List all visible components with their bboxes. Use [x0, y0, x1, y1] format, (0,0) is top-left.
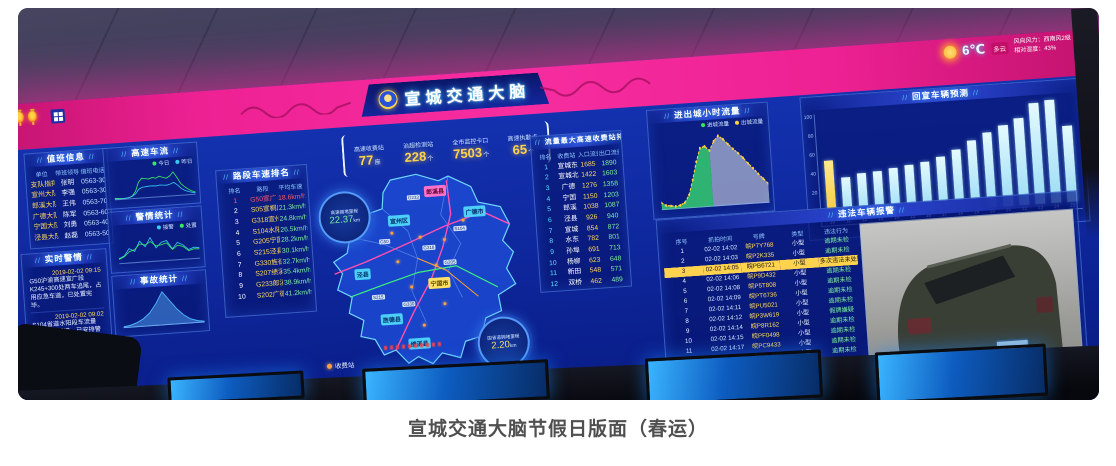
- panel-live-alerts: 实时警情 2019-02-02 09:15G50沪渝高速宣广段K245+300处…: [20, 248, 115, 370]
- weather-condition: 多云: [990, 41, 1009, 55]
- map-region-label: 郎溪县: [423, 184, 447, 197]
- police-stat-chart: [118, 236, 200, 260]
- alert-item: 2019-02-02 09:15 G50沪渝高速宣广段K245+300处两车追尾，…: [27, 264, 105, 314]
- map-road-label: G318: [422, 245, 436, 251]
- title-lozenge: 宣城交通大脑: [359, 72, 549, 117]
- kpi-stat: 全市监控卡口 7503个: [452, 137, 490, 162]
- cloud-scroll-deco: [539, 77, 651, 97]
- duty-table: 单位 带班领导 值班电话 支队指挥中心 张明 0563-3023110 宣州大队 李强 0563…: [25, 162, 112, 249]
- kpi-stat: 治超检测站 228个: [402, 141, 434, 165]
- toll-rank-table: 排名 收费站 入口流量 出口流量 1 宣城东 1685 1890 2 宣城北 1422 1603 3 广德…: [531, 144, 631, 292]
- violation-vehicle-photo: [858, 208, 1087, 400]
- map-road-label: G205: [443, 259, 457, 266]
- vehicle-illustration: [882, 243, 1074, 397]
- alert-list: 2019-02-02 09:15 G50沪渝高速宣广段K245+300处两车追尾，…: [26, 264, 114, 369]
- violation-table: 序号 抓拍时间 号牌 类型 违法行为 1 02-02 14:02 皖P7Y768 小型 逾期未检 2…: [662, 224, 868, 400]
- weather-details: 风向风力：西南风2级 相对湿度：43%: [1014, 36, 1072, 55]
- police-badge-icon: [378, 89, 398, 109]
- lantern-icon: [27, 110, 38, 123]
- map-region-label: 广德市: [463, 205, 486, 218]
- control-room-photo: 宣城交通大脑 6℃ 多云 风向风力：西南风2级 相对湿度：43%: [18, 8, 1099, 400]
- panel-speed-rank: 路段车速排名 排名路段平均车速1G50宣广段18.6km/h2S05宣桐段21.…: [215, 163, 318, 318]
- kpi-stat: 高速收费站 77座: [353, 144, 385, 168]
- menu-grid-icon[interactable]: [50, 108, 66, 124]
- dashboard-header: 宣城交通大脑 6℃ 多云 风向风力：西南风2级 相对湿度：43%: [18, 24, 1099, 152]
- alert-item: 2019-02-02 08:47 宣城东收费站出口流量激增，启动节假日应急预案。: [33, 344, 110, 369]
- map-legend-tollgate: 收费站: [326, 359, 355, 371]
- map-shape: [332, 173, 517, 365]
- map-road-label: S104: [453, 225, 467, 232]
- map-region-label: 宁国市: [428, 276, 451, 289]
- lantern-icons: [18, 110, 38, 124]
- kpi-stats-row: 高速收费站77座治超检测站228个全市监控卡口7503个高速执勤点65个: [340, 120, 552, 178]
- map-road-label: S215: [371, 293, 385, 300]
- map-road-label: G233: [406, 195, 421, 201]
- alert-item: 2019-02-02 09:02 S104省道水阳段车流量大，通行缓慢，已安排警力…: [30, 308, 107, 350]
- panel-toll-rank: 流量最大高速收费站排名 排名收费站入口流量出口流量1宣城东168518902宣城…: [529, 129, 633, 293]
- map-region-label: 宣州区: [387, 214, 411, 227]
- map-region-label: 泾县: [354, 268, 372, 281]
- map-region-label: 旌德县: [380, 313, 404, 326]
- panel-duty-info: 值班信息 单位带班领导值班电话支队指挥中心张明0563-3023110宣州大队李…: [23, 147, 114, 250]
- speed-rank-table: 排名 路段 平均车速 1 G50宣广段 18.6km/h 2 S05宣桐段 21.3km/h 3 G…: [217, 178, 316, 317]
- weather-temperature: 6℃: [961, 41, 986, 58]
- weather-sun-icon: [942, 44, 957, 59]
- city-map: 郎溪县宣州区广德市泾县宁国市旌德县绩溪县G50G318S104G205G233S…: [316, 165, 533, 374]
- tollgate-dot-icon: [326, 363, 333, 369]
- inout-flow-chart: [660, 134, 770, 211]
- figure-caption: 宣城交通大脑节假日版面（春运）: [407, 419, 708, 440]
- map-road-label: G50: [378, 238, 390, 245]
- dashboard-title: 宣城交通大脑: [404, 83, 531, 109]
- cloud-scroll-deco: [240, 101, 351, 119]
- lantern-icon: [18, 111, 25, 124]
- panel-accident-stat: 事故统计: [111, 269, 211, 338]
- map-road-label: G330: [402, 301, 416, 308]
